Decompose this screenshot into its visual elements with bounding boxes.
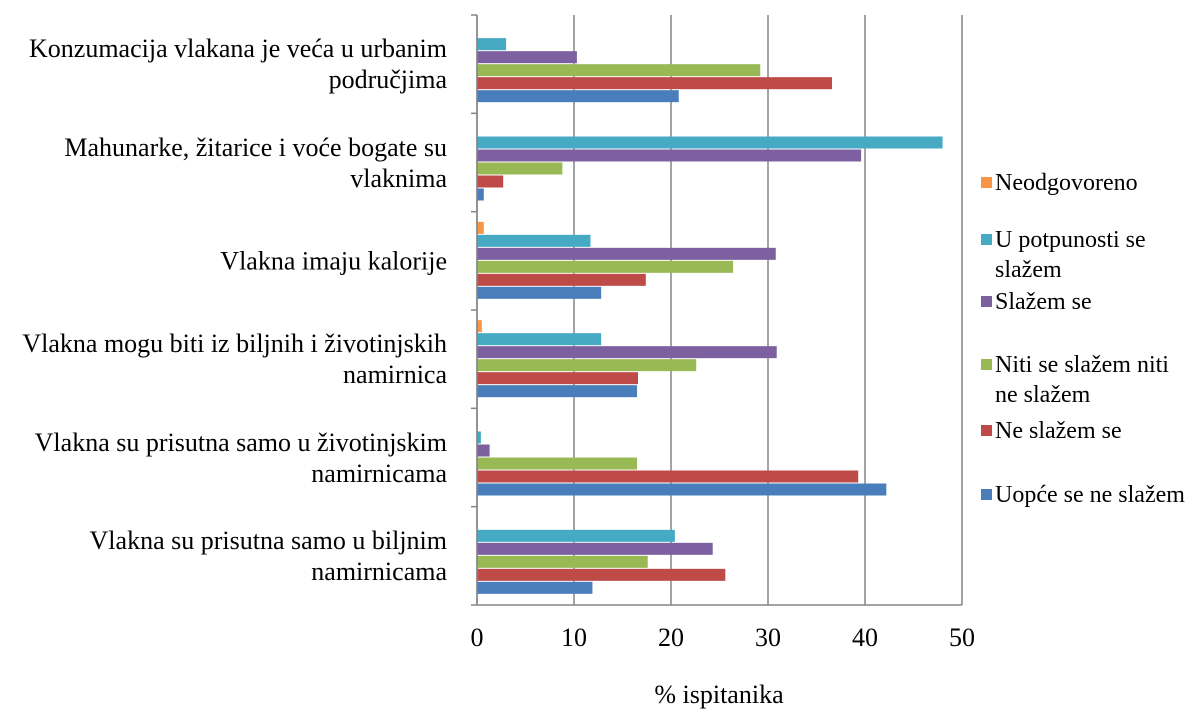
- bar: [477, 581, 593, 594]
- x-tick-label: 20: [658, 623, 684, 652]
- bar: [477, 273, 646, 286]
- legend-label: U potpunosti se slažem: [995, 227, 1146, 283]
- legend-label: Neodgovoreno: [995, 170, 1138, 196]
- legend-label: Uopće se ne slažem: [995, 482, 1185, 508]
- bar: [477, 260, 734, 273]
- legend-label: Slažem se: [995, 289, 1092, 315]
- bar: [477, 77, 833, 90]
- bar: [477, 51, 577, 64]
- bar: [477, 444, 490, 457]
- category-label: Vlakna imaju kalorije: [220, 246, 447, 276]
- bar: [477, 188, 484, 201]
- bar: [477, 247, 776, 260]
- category-label: Mahunarke, žitarice i voće bogate su vla…: [64, 132, 447, 193]
- bar: [477, 555, 648, 568]
- x-tick-label: 50: [949, 623, 975, 652]
- bar: [477, 136, 943, 149]
- legend-swatch: [981, 177, 992, 188]
- legend-swatch: [981, 489, 992, 500]
- bar: [477, 90, 679, 103]
- legend-label: Ne slažem se: [995, 418, 1122, 444]
- legend-swatch: [981, 359, 992, 370]
- legend-swatch: [981, 296, 992, 307]
- category-label: Vlakna su prisutna samo u biljnim namirn…: [89, 525, 447, 586]
- bar: [477, 221, 484, 234]
- bar: [477, 457, 638, 470]
- bar: [477, 346, 777, 359]
- bar: [477, 286, 602, 299]
- legend-swatch: [981, 425, 992, 436]
- bar: [477, 320, 482, 333]
- category-label: Vlakna mogu biti iz biljnih i životinjsk…: [22, 329, 447, 390]
- category-label: Vlakna su prisutna samo u životinjskim n…: [34, 427, 447, 488]
- bar: [477, 483, 887, 496]
- bar: [477, 568, 726, 581]
- bar: [477, 333, 602, 346]
- bar: [477, 470, 859, 483]
- bar: [477, 372, 639, 385]
- x-axis-title: % ispitanika: [654, 680, 784, 709]
- bar: [477, 149, 862, 162]
- bar: [477, 234, 591, 247]
- x-tick-label: 30: [755, 623, 781, 652]
- x-tick-label: 10: [561, 623, 587, 652]
- bar: [477, 64, 761, 77]
- bar: [477, 175, 504, 188]
- bar: [477, 431, 481, 444]
- x-tick-label: 0: [471, 623, 484, 652]
- bar: [477, 359, 697, 372]
- bar: [477, 542, 713, 555]
- legend-swatch: [981, 234, 992, 245]
- bar: [477, 162, 563, 175]
- bar: [477, 38, 507, 51]
- legend-label: Niti se slažem niti ne slažem: [995, 352, 1169, 408]
- category-label: Konzumacija vlakana je veća u urbanim po…: [29, 34, 447, 95]
- bar: [477, 529, 675, 542]
- x-tick-label: 40: [852, 623, 878, 652]
- bar: [477, 385, 638, 398]
